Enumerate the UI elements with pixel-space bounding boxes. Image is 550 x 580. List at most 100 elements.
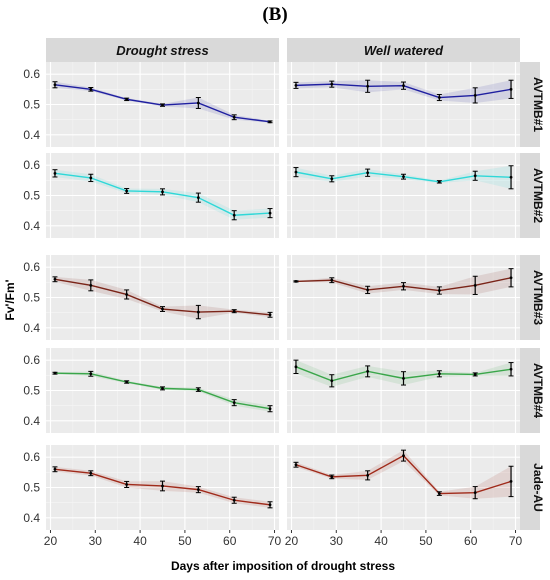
data-point bbox=[196, 488, 200, 492]
data-point bbox=[89, 471, 93, 475]
panel-label: (B) bbox=[262, 4, 288, 25]
panel bbox=[46, 445, 279, 530]
data-point bbox=[437, 492, 441, 495]
data-point bbox=[53, 467, 57, 471]
data-point bbox=[196, 196, 200, 200]
row-strip bbox=[520, 62, 540, 147]
y-tick-label: 0.4 bbox=[23, 219, 40, 233]
panel bbox=[46, 153, 279, 238]
y-tick-label: 0.5 bbox=[23, 189, 40, 203]
data-point bbox=[53, 171, 57, 175]
data-point bbox=[89, 87, 93, 91]
x-axis-title: Days after imposition of drought stress bbox=[171, 559, 395, 573]
data-point bbox=[196, 310, 200, 314]
data-point bbox=[161, 103, 164, 107]
row-strip-label: AVTMB#1 bbox=[531, 77, 545, 132]
column-strip bbox=[287, 38, 520, 62]
x-tick-label: 60 bbox=[223, 534, 237, 548]
data-point bbox=[402, 376, 405, 380]
data-point bbox=[437, 289, 441, 292]
x-tick-label: 70 bbox=[268, 534, 282, 548]
data-point bbox=[196, 101, 200, 105]
data-point bbox=[330, 82, 334, 86]
data-point bbox=[89, 372, 93, 376]
data-point bbox=[294, 365, 298, 369]
data-point bbox=[366, 473, 370, 477]
data-point bbox=[509, 276, 513, 280]
row-strip bbox=[520, 153, 540, 238]
data-point bbox=[402, 284, 405, 288]
data-point bbox=[125, 380, 129, 384]
x-tick-label: 40 bbox=[374, 534, 388, 548]
data-point bbox=[437, 180, 441, 184]
error-band bbox=[54, 371, 271, 412]
data-point bbox=[232, 115, 236, 119]
data-point bbox=[232, 213, 236, 217]
data-point bbox=[473, 373, 477, 376]
y-tick-label: 0.6 bbox=[23, 158, 40, 172]
panel bbox=[287, 348, 520, 433]
data-point bbox=[232, 309, 236, 313]
data-point bbox=[366, 288, 370, 292]
data-point bbox=[473, 174, 477, 178]
y-tick-label: 0.6 bbox=[23, 450, 40, 464]
data-point bbox=[294, 83, 298, 87]
column-strip bbox=[46, 38, 279, 62]
data-point bbox=[161, 307, 164, 311]
data-point bbox=[161, 190, 164, 194]
y-tick-label: 0.5 bbox=[23, 384, 40, 398]
x-tick-label: 40 bbox=[133, 534, 147, 548]
data-point bbox=[232, 498, 236, 502]
data-point bbox=[268, 407, 272, 411]
data-point bbox=[509, 480, 513, 483]
data-point bbox=[268, 313, 272, 317]
data-point bbox=[402, 175, 405, 179]
y-tick-label: 0.4 bbox=[23, 414, 40, 428]
row-strip-label: AVTMB#4 bbox=[531, 363, 545, 418]
data-point bbox=[509, 175, 513, 179]
data-point bbox=[268, 503, 272, 507]
data-point bbox=[53, 83, 57, 87]
row-strip-label: Jade-AU bbox=[531, 463, 545, 512]
x-tick-label: 30 bbox=[330, 534, 344, 548]
data-point bbox=[268, 211, 272, 215]
data-point bbox=[268, 120, 272, 124]
data-point bbox=[473, 491, 477, 495]
data-point bbox=[125, 189, 129, 193]
error-band bbox=[54, 276, 271, 319]
x-tick-label: 20 bbox=[285, 534, 299, 548]
y-tick-label: 0.6 bbox=[23, 67, 40, 81]
data-point bbox=[294, 463, 298, 467]
data-point bbox=[125, 293, 129, 296]
data-point bbox=[294, 170, 298, 174]
data-point bbox=[473, 93, 477, 97]
x-tick-label: 50 bbox=[178, 534, 192, 548]
y-tick-label: 0.5 bbox=[23, 98, 40, 112]
data-point bbox=[161, 386, 164, 390]
data-point bbox=[473, 283, 477, 287]
row-strip bbox=[520, 348, 540, 433]
error-band bbox=[54, 81, 271, 123]
y-axis-title: Fv'/Fm' bbox=[3, 279, 17, 320]
y-tick-label: 0.6 bbox=[23, 260, 40, 274]
data-point bbox=[89, 176, 93, 180]
y-tick-label: 0.4 bbox=[23, 511, 40, 525]
y-tick-label: 0.5 bbox=[23, 481, 40, 495]
x-tick-label: 20 bbox=[44, 534, 58, 548]
x-tick-label: 50 bbox=[419, 534, 433, 548]
data-point bbox=[509, 87, 513, 91]
row-strip bbox=[520, 255, 540, 340]
data-point bbox=[402, 84, 405, 88]
data-point bbox=[437, 96, 441, 99]
x-tick-label: 30 bbox=[89, 534, 103, 548]
data-point bbox=[89, 283, 93, 287]
x-tick-label: 60 bbox=[464, 534, 478, 548]
row-strip bbox=[520, 445, 540, 530]
panel bbox=[46, 62, 279, 147]
data-point bbox=[366, 84, 370, 88]
data-point bbox=[366, 171, 370, 175]
panel bbox=[287, 255, 520, 340]
data-point bbox=[294, 280, 298, 283]
data-point bbox=[509, 367, 513, 371]
